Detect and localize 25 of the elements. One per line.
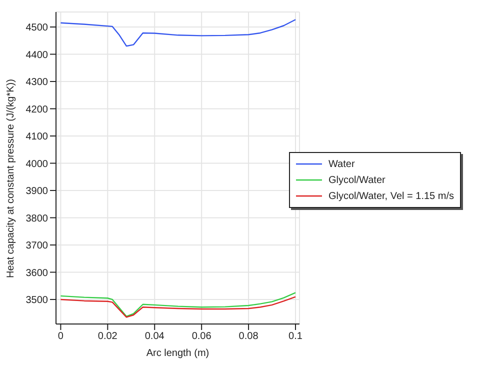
x-tick-label: 0.08 [238,331,259,342]
x-tick-label: 0 [58,331,64,342]
y-tick-label: 4000 [26,158,48,170]
line-series [60,292,296,317]
x-tick-label: 0.06 [192,331,212,342]
y-tick-label: 3600 [26,268,48,279]
y-tick-label: 4200 [26,104,48,116]
y-tick-label: 3700 [26,240,48,252]
legend-label: Water [328,158,355,170]
x-tick-label: 0.1 [288,331,303,342]
y-tick-label: 3900 [26,186,48,198]
y-axis-title: Heat capacity at constant pressure (J/(kg*K)) [6,79,17,278]
y-tick-label: 3800 [26,213,48,224]
legend-label: Glycol/Water, Vel = 1.15 m/s [328,190,454,202]
y-tick-label: 4500 [26,22,48,34]
x-axis-title: Arc length (m) [146,348,210,359]
legend-label: Glycol/Water [328,174,386,186]
x-tick-label: 0.02 [98,331,118,342]
line-series [60,296,296,318]
y-tick-label: 4300 [26,77,48,88]
y-tick-label: 4400 [26,50,48,61]
y-tick-label: 3500 [26,295,48,306]
x-tick-label: 0.04 [144,331,165,342]
y-tick-label: 4100 [26,132,48,143]
line-series [60,19,296,47]
